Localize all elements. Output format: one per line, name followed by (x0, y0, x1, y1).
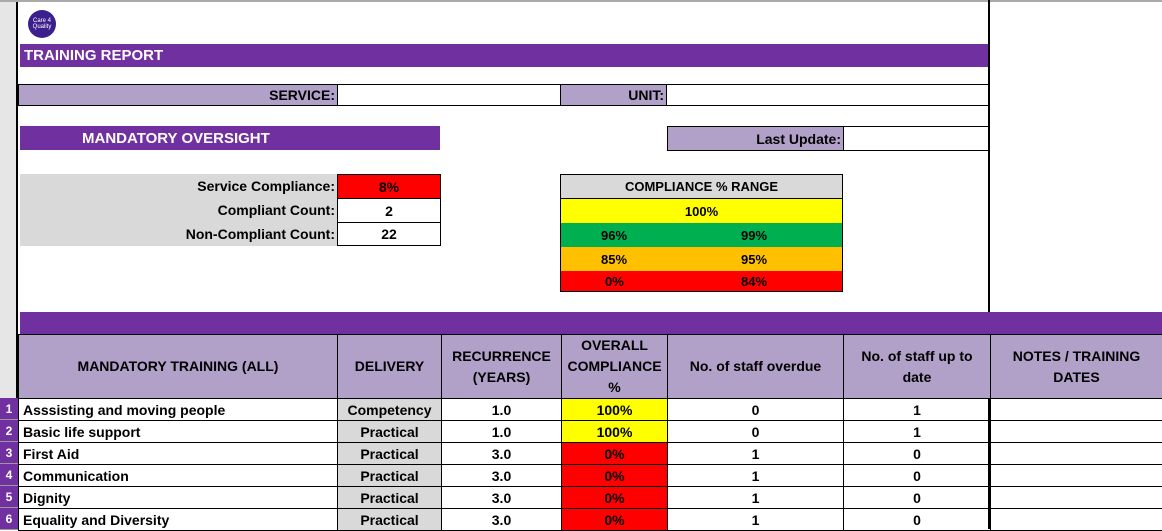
range-100: 100% (561, 199, 842, 223)
compliant-count-value: 2 (337, 198, 441, 223)
cell-rec: 3.0 (441, 442, 562, 465)
training-name: First Aid (18, 442, 338, 465)
compliant-count-label: Compliant Count: (217, 202, 335, 218)
range-green-to: 99% (741, 227, 768, 243)
notes-cell[interactable] (990, 486, 1162, 509)
cell-rec: 3.0 (441, 464, 562, 487)
service-input[interactable] (337, 84, 561, 106)
cell-uptodate: 0 (843, 508, 991, 531)
range-green-from: 96% (601, 227, 628, 243)
unit-input[interactable] (666, 84, 990, 106)
summary-panel (20, 174, 338, 246)
training-name: Basic life support (18, 420, 338, 443)
training-name: Equality and Diversity (18, 508, 338, 531)
cell-delivery: Practical (337, 420, 442, 443)
compliance-range-table: COMPLIANCE % RANGE 100% 96% 99% 85% 95% 0%… (560, 174, 843, 292)
notes-cell[interactable] (990, 464, 1162, 487)
cell-overdue: 1 (667, 508, 844, 531)
section-divider-bar (20, 312, 1162, 334)
row-gutter (0, 0, 18, 529)
range-title: COMPLIANCE % RANGE (561, 175, 842, 199)
range-orange-to: 95% (741, 251, 768, 267)
cell-delivery: Competency (337, 398, 442, 421)
cell-comp: 100% (561, 420, 668, 443)
top-border (0, 0, 1162, 2)
header-training: MANDATORY TRAINING (ALL) (18, 334, 338, 399)
cell-uptodate: 1 (843, 398, 991, 421)
cell-overdue: 0 (667, 420, 844, 443)
unit-label: UNIT: (560, 84, 667, 106)
cell-comp: 0% (561, 508, 668, 531)
range-red-to: 84% (741, 273, 768, 289)
row-number: 6 (0, 508, 18, 530)
row-number: 3 (0, 442, 18, 464)
cell-uptodate: 0 (843, 486, 991, 509)
row-number: 2 (0, 420, 18, 442)
service-compliance-label: Service Compliance: (197, 178, 335, 194)
page-title: TRAINING REPORT (20, 44, 988, 67)
header-delivery: DELIVERY (337, 334, 442, 399)
cell-delivery: Practical (337, 508, 442, 531)
cell-comp: 0% (561, 486, 668, 509)
last-update-input[interactable] (843, 126, 990, 151)
right-border (988, 0, 990, 529)
oversight-title: MANDATORY OVERSIGHT (20, 126, 440, 150)
row-number: 4 (0, 464, 18, 486)
notes-cell[interactable] (990, 420, 1162, 443)
cell-uptodate: 0 (843, 464, 991, 487)
cell-overdue: 1 (667, 486, 844, 509)
training-name: Dignity (18, 486, 338, 509)
non-compliant-count-value: 22 (337, 222, 441, 246)
cell-comp: 0% (561, 464, 668, 487)
range-orange-from: 85% (601, 251, 628, 267)
header-recurrence: RECURRENCE (YEARS) (441, 334, 562, 399)
cell-delivery: Practical (337, 486, 442, 509)
range-green: 96% 99% (561, 223, 842, 247)
notes-cell[interactable] (990, 508, 1162, 531)
cell-overdue: 0 (667, 398, 844, 421)
row-number: 1 (0, 398, 18, 420)
cell-uptodate: 0 (843, 442, 991, 465)
cell-delivery: Practical (337, 464, 442, 487)
cell-rec: 3.0 (441, 486, 562, 509)
cell-overdue: 1 (667, 464, 844, 487)
cell-uptodate: 1 (843, 420, 991, 443)
service-compliance-value: 8% (337, 174, 441, 199)
cell-rec: 1.0 (441, 398, 562, 421)
range-orange: 85% 95% (561, 247, 842, 271)
header-notes: NOTES / TRAINING DATES (990, 334, 1162, 399)
cell-comp: 0% (561, 442, 668, 465)
last-update-label: Last Update: (667, 126, 844, 151)
notes-cell[interactable] (990, 398, 1162, 421)
cell-rec: 1.0 (441, 420, 562, 443)
header-compliance: OVERALL COMPLIANCE % (561, 334, 668, 399)
logo: Care 4 Quality (28, 10, 56, 38)
header-overdue: No. of staff overdue (667, 334, 844, 399)
notes-cell[interactable] (990, 442, 1162, 465)
non-compliant-count-label: Non-Compliant Count: (185, 226, 335, 242)
header-up-to-date: No. of staff up to date (843, 334, 991, 399)
cell-delivery: Practical (337, 442, 442, 465)
range-red-from: 0% (605, 273, 624, 289)
training-name: Asssisting and moving people (18, 398, 338, 421)
training-name: Communication (18, 464, 338, 487)
cell-overdue: 1 (667, 442, 844, 465)
row-number: 5 (0, 486, 18, 508)
cell-rec: 3.0 (441, 508, 562, 531)
range-red: 0% 84% (561, 271, 842, 291)
cell-comp: 100% (561, 398, 668, 421)
service-label: SERVICE: (18, 84, 338, 106)
